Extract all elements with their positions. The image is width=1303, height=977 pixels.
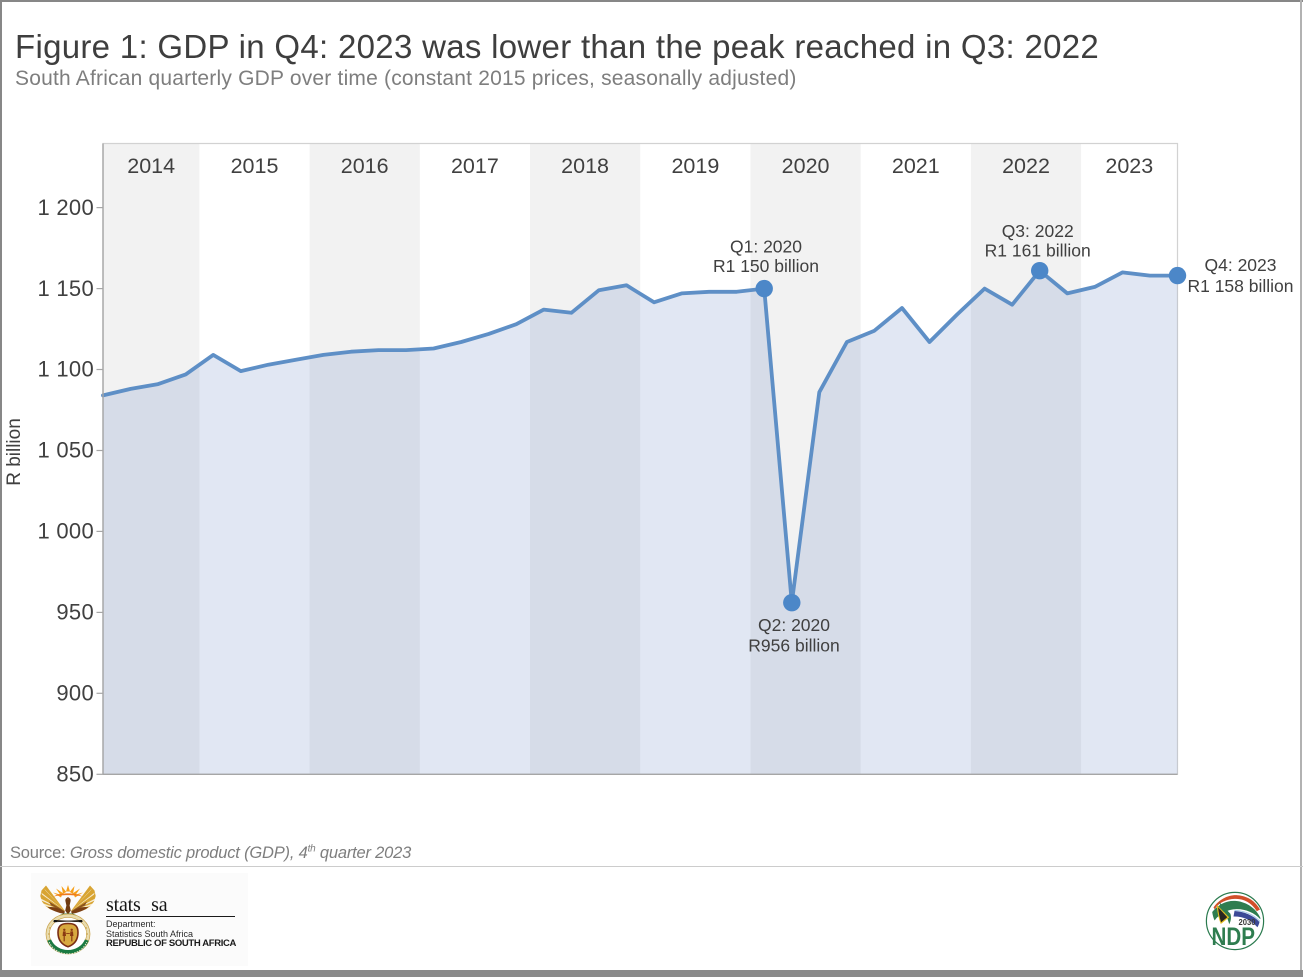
svg-text:2022: 2022 <box>1002 154 1050 178</box>
svg-text:2020: 2020 <box>782 154 830 178</box>
svg-text:2018: 2018 <box>561 154 609 178</box>
svg-text:2014: 2014 <box>127 154 175 178</box>
svg-text:1 050: 1 050 <box>37 438 94 463</box>
svg-text:R1 158 billion: R1 158 billion <box>1187 276 1293 296</box>
svg-text:2021: 2021 <box>892 154 940 178</box>
svg-text:Q2: 2020: Q2: 2020 <box>758 615 830 635</box>
svg-text:950: 950 <box>56 600 94 625</box>
svg-text:1 100: 1 100 <box>37 357 94 382</box>
svg-text:Q1: 2020: Q1: 2020 <box>730 237 802 257</box>
svg-text:NDP: NDP <box>1212 923 1256 951</box>
svg-text:1 000: 1 000 <box>37 519 94 544</box>
svg-text:Q3: 2022: Q3: 2022 <box>1002 221 1074 241</box>
svg-text:2016: 2016 <box>341 154 389 178</box>
svg-text:R1 150 billion: R1 150 billion <box>713 256 819 276</box>
svg-text:Q4: 2023: Q4: 2023 <box>1205 255 1277 275</box>
svg-text:2023: 2023 <box>1105 154 1153 178</box>
svg-text:2019: 2019 <box>671 154 719 178</box>
svg-text:R1 161 billion: R1 161 billion <box>985 241 1091 261</box>
svg-text:1 150: 1 150 <box>37 276 94 301</box>
svg-text:2017: 2017 <box>451 154 499 178</box>
svg-text:850: 850 <box>56 762 94 787</box>
svg-text:2030: 2030 <box>1239 918 1257 927</box>
svg-text:1 200: 1 200 <box>37 195 94 220</box>
svg-text:900: 900 <box>56 681 94 706</box>
svg-text:2015: 2015 <box>231 154 279 178</box>
svg-text:R956 billion: R956 billion <box>748 635 839 655</box>
svg-text:R billion: R billion <box>4 418 25 486</box>
